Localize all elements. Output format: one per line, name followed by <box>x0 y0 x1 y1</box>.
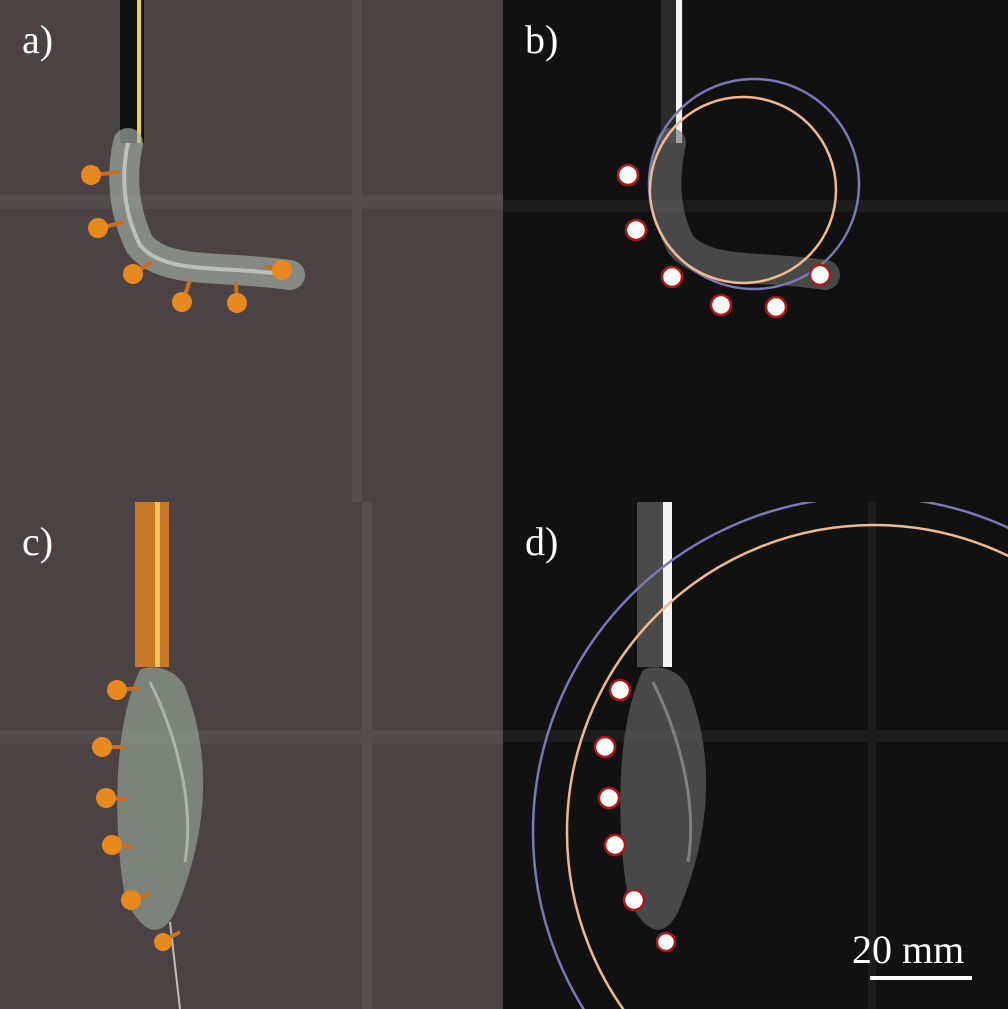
panel-d-processed <box>503 502 1008 1009</box>
scale-bar-label: 20 mm <box>852 927 965 972</box>
detected-marker <box>603 833 627 857</box>
detected-marker <box>624 218 648 242</box>
rigid-holder <box>135 502 169 667</box>
panel-a: a) <box>0 0 503 502</box>
holder-highlight <box>155 502 160 667</box>
panel-label: a) <box>22 17 54 62</box>
detected-marker <box>808 263 832 287</box>
panel-label: c) <box>22 519 54 564</box>
detected-marker <box>616 163 640 187</box>
actuator-highlight <box>122 142 291 277</box>
orange-marker <box>172 292 192 312</box>
background-stripe <box>352 0 362 502</box>
orange-marker <box>88 218 108 238</box>
orange-marker <box>102 835 122 855</box>
panel-b-processed <box>503 0 1008 502</box>
orange-marker <box>272 260 292 280</box>
detected-marker <box>764 295 788 319</box>
panel-c: c) <box>0 502 503 1009</box>
panel-d: d) <box>503 502 1008 1009</box>
holder-highlight <box>676 0 682 143</box>
fitted-outer-circle <box>531 502 1008 1009</box>
detected-marker <box>655 931 677 953</box>
panel-label: b) <box>525 17 559 62</box>
orange-marker <box>96 788 116 808</box>
background-stripe <box>503 200 1008 212</box>
detected-marker <box>709 293 733 317</box>
fitted-inner-circle <box>648 95 838 285</box>
orange-marker <box>81 165 101 185</box>
detected-marker <box>660 265 684 289</box>
detected-marker <box>622 888 646 912</box>
holder-highlight <box>663 502 672 667</box>
soft-actuator <box>117 667 204 930</box>
background-stripe <box>868 502 876 1009</box>
soft-actuator <box>620 667 707 930</box>
detected-marker <box>608 678 632 702</box>
orange-marker <box>123 264 143 284</box>
orange-marker <box>154 933 172 951</box>
detected-markers <box>616 163 832 319</box>
scale-bar <box>870 976 972 980</box>
panel-a-photo <box>0 0 503 502</box>
background-stripe <box>0 195 503 209</box>
background-stripe <box>503 730 1008 742</box>
detected-marker <box>593 735 617 759</box>
actuator-highlight <box>651 681 693 863</box>
soft-actuator <box>651 128 840 290</box>
orange-marker <box>92 737 112 757</box>
actuator-highlight <box>148 681 190 863</box>
panel-b: b) <box>503 0 1008 502</box>
holder-highlight <box>137 0 141 143</box>
panel-label: d) <box>525 519 559 564</box>
orange-marker <box>227 293 247 313</box>
orange-marker <box>107 680 127 700</box>
orange-marker <box>121 890 141 910</box>
panel-c-photo <box>0 502 503 1009</box>
background-stripe <box>362 502 372 1009</box>
detected-marker <box>597 786 621 810</box>
fitted-inner-circle <box>565 523 1008 1009</box>
orange-markers <box>81 165 292 313</box>
orange-markers <box>92 680 181 951</box>
detected-markers <box>593 678 677 953</box>
background-stripe <box>0 730 503 744</box>
